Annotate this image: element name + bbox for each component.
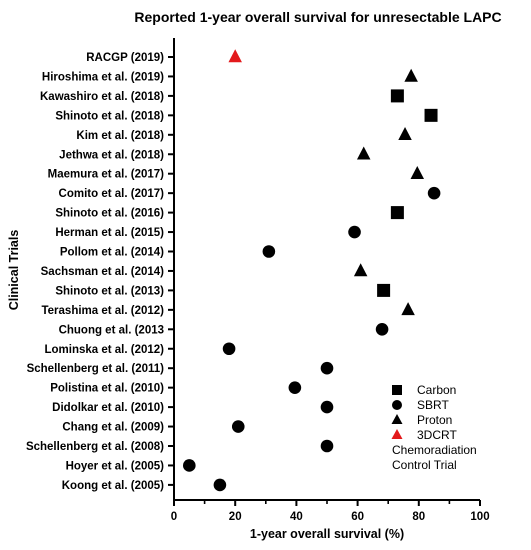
x-tick-labels: 0 20 40 60 80 100 (171, 511, 490, 523)
trial-point-circle (427, 186, 441, 200)
trial-point-circle (231, 420, 245, 433)
trial-label: Hoyer et al. (2005) (66, 460, 165, 472)
y-axis-label: Clinical Trials (7, 230, 21, 311)
trial-label: Chuong et al. (2013 (59, 324, 164, 336)
trial-label: Lominska et al. (2012) (44, 344, 164, 356)
trial-point-square (390, 206, 404, 220)
x-tick-label: 20 (229, 511, 242, 523)
x-tick-label: 40 (290, 511, 303, 523)
trial-point-square (377, 283, 391, 297)
legend-marker-square (392, 385, 402, 395)
trial-point-triangle (353, 263, 368, 277)
trial-label: Kawashiro et al. (2018) (40, 91, 164, 103)
trial-point-circle (288, 381, 302, 394)
trial-point-triangle (228, 49, 242, 63)
trial-label: Maemura et al. (2017) (48, 169, 165, 181)
axes (168, 38, 481, 506)
trial-point-triangle (404, 68, 418, 82)
x-tick-label: 100 (470, 511, 489, 523)
data-points (183, 49, 441, 492)
trial-label: Didolkar et al. (2010) (52, 402, 164, 414)
legend-label: SBRT (417, 398, 449, 412)
trial-label: Shinoto et al. (2018) (55, 110, 164, 122)
trial-label: Schellenberg et al. (2008) (26, 441, 164, 453)
trial-point-triangle (356, 146, 371, 160)
chart-title: Reported 1-year overall survival for unr… (134, 9, 501, 25)
trial-point-circle (222, 342, 236, 356)
trial-point-triangle (398, 127, 412, 141)
trial-label: Koong et al. (2005) (62, 480, 164, 492)
trial-label: Polistina et al. (2010) (50, 383, 164, 395)
trial-label: Hiroshima et al. (2019) (42, 71, 164, 83)
trial-label: Comito et al. (2017) (59, 188, 165, 200)
trial-label: Kim et al. (2018) (76, 130, 164, 142)
trial-point-circle (183, 459, 196, 472)
x-tick-label: 0 (171, 511, 177, 523)
trial-label: Jethwa et al. (2018) (59, 149, 164, 161)
legend: CarbonSBRTProton3DCRTChemoradiationContr… (391, 383, 477, 472)
trial-label: Sachsman et al. (2014) (41, 266, 165, 278)
y-tick-labels: RACGP (2019) Hiroshima et al. (2019) Kawas… (26, 52, 164, 492)
trial-point-square (424, 108, 438, 122)
trial-point-circle (320, 361, 334, 375)
trial-label: Herman et al. (2015) (55, 227, 164, 239)
legend-marker-triangle (391, 414, 403, 424)
trial-label: Shinoto et al. (2016) (55, 208, 164, 220)
trial-label: RACGP (2019) (86, 52, 164, 64)
trial-label: Shinoto et al. (2013) (55, 285, 164, 297)
x-axis-label: 1-year overall survival (%) (250, 527, 404, 541)
x-tick-label: 80 (412, 511, 425, 523)
trial-label: Terashima et al. (2012) (41, 305, 164, 317)
trial-point-circle (262, 245, 276, 258)
trial-point-circle (348, 225, 361, 239)
trial-point-circle (375, 323, 389, 336)
legend-note: Control Trial (392, 458, 457, 472)
trial-label: Schellenberg et al. (2011) (27, 363, 165, 375)
trial-point-triangle (410, 165, 425, 179)
x-tick-label: 60 (351, 511, 364, 523)
trial-label: Pollom et al. (2014) (60, 247, 164, 259)
legend-label: Carbon (417, 383, 456, 397)
legend-note: Chemoradiation (392, 443, 477, 457)
trial-label: Chang et al. (2009) (62, 422, 164, 434)
trial-point-triangle (401, 302, 415, 316)
trial-point-circle (320, 439, 334, 453)
legend-label: 3DCRT (417, 428, 457, 442)
legend-marker-circle (392, 400, 402, 410)
trial-point-circle (213, 478, 227, 492)
legend-marker-triangle (391, 429, 403, 439)
legend-label: Proton (417, 413, 452, 427)
trial-point-circle (320, 400, 334, 414)
trial-point-square (390, 89, 404, 103)
